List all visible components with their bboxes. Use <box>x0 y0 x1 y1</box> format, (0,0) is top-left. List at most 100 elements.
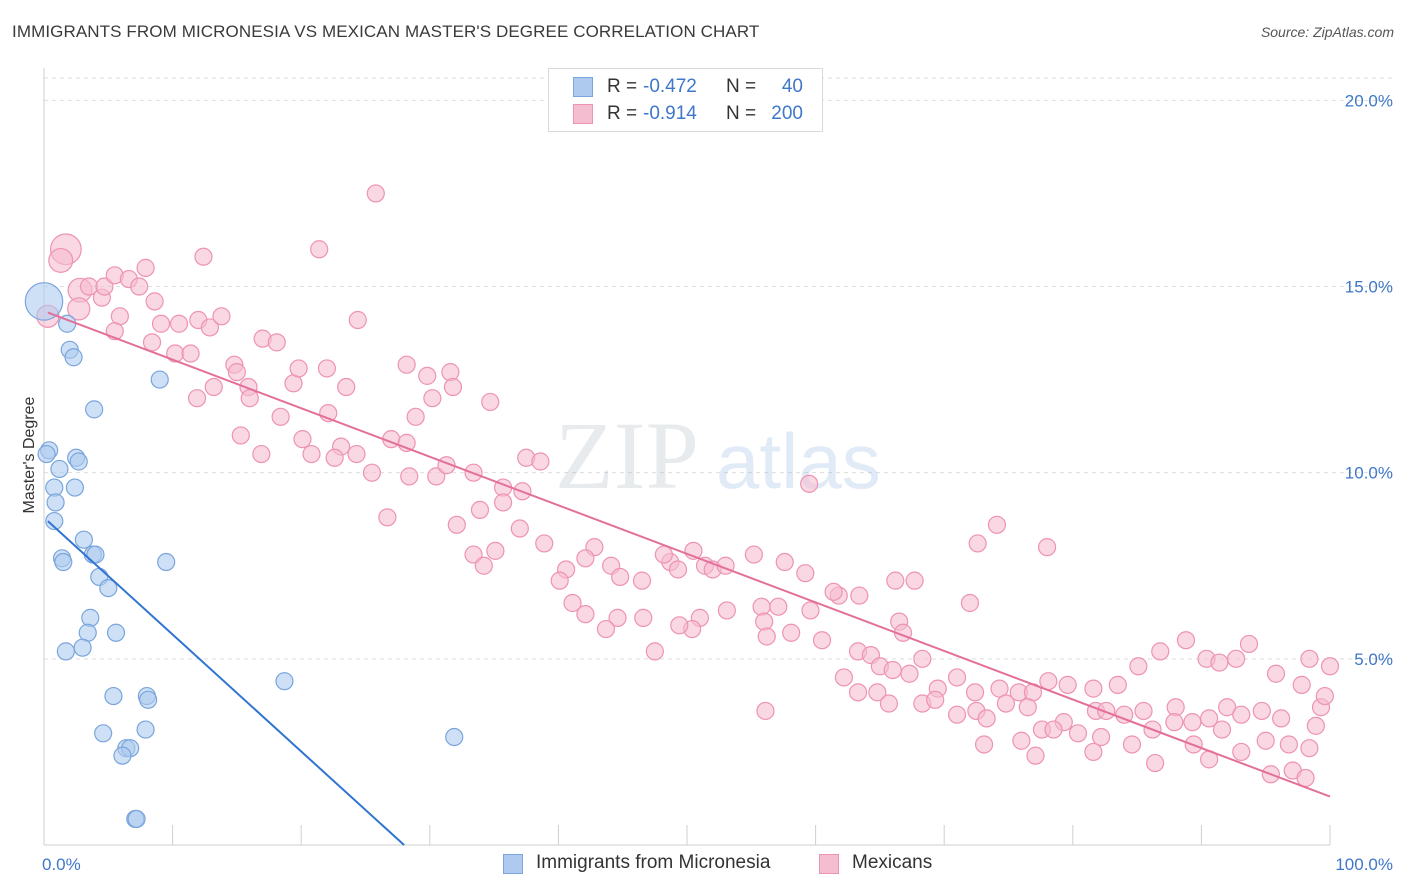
data-point <box>231 426 250 445</box>
data-point <box>240 389 259 408</box>
data-point <box>1084 679 1103 698</box>
y-axis-label: Master's Degree <box>21 396 38 513</box>
data-point <box>1151 642 1170 661</box>
data-point <box>227 363 246 382</box>
data-point <box>104 686 123 706</box>
data-point <box>608 608 627 627</box>
data-point <box>1037 538 1057 557</box>
data-point <box>464 545 483 564</box>
data-point <box>632 571 652 590</box>
data-point <box>325 448 344 467</box>
data-point <box>181 344 200 363</box>
data-point <box>868 683 887 702</box>
data-point <box>447 515 466 534</box>
data-point <box>48 247 74 273</box>
legend: R = -0.472 N = 40 R = -0.914 N = 200 <box>548 68 823 132</box>
data-point <box>563 593 582 613</box>
data-point <box>194 247 213 266</box>
data-point <box>1129 657 1148 676</box>
data-point <box>977 709 996 728</box>
data-point <box>378 508 397 527</box>
data-point <box>848 683 868 702</box>
data-point <box>94 724 113 743</box>
data-point <box>151 314 171 333</box>
data-point <box>441 363 460 382</box>
data-point <box>337 377 356 397</box>
data-point <box>150 370 169 389</box>
data-point <box>879 694 899 713</box>
micronesia-trend-line <box>47 520 405 846</box>
data-point <box>913 649 932 668</box>
data-point <box>1320 657 1340 676</box>
data-point <box>1272 709 1291 728</box>
bottom-legend-swatch-pink <box>819 854 839 874</box>
legend-swatch-blue <box>573 77 593 97</box>
x-tick-label-right: 100.0% <box>1335 855 1393 874</box>
data-point <box>1108 675 1127 694</box>
data-point <box>81 608 100 627</box>
data-point <box>717 601 736 620</box>
data-point <box>37 444 56 464</box>
data-point <box>136 258 155 277</box>
data-point <box>886 571 905 590</box>
data-point <box>418 366 437 385</box>
data-point <box>801 601 820 620</box>
mexicans-points <box>36 184 1340 788</box>
data-point <box>397 355 416 374</box>
data-point <box>824 582 843 601</box>
data-point <box>1183 713 1202 732</box>
data-point <box>947 668 967 687</box>
data-point <box>136 720 155 739</box>
data-point <box>73 638 92 657</box>
data-point <box>1300 739 1319 758</box>
y-tick-labels: 5.0% 10.0% 15.0% 20.0% <box>1345 91 1393 668</box>
data-point <box>1218 698 1237 717</box>
data-point <box>850 586 869 605</box>
legend-n-label: N = <box>726 76 757 97</box>
y-tick-label: 20.0% <box>1345 91 1393 110</box>
data-point <box>1252 701 1271 721</box>
data-point <box>348 310 367 330</box>
y-tick-label: 15.0% <box>1345 278 1393 297</box>
data-point <box>782 623 801 642</box>
data-point <box>99 578 118 598</box>
data-point <box>113 746 132 765</box>
data-point <box>1122 735 1142 754</box>
data-point <box>95 277 114 296</box>
data-point <box>1300 649 1319 668</box>
data-point <box>271 407 290 426</box>
legend-n-value: 40 <box>781 76 803 97</box>
data-point <box>1012 731 1031 750</box>
legend-row-micronesia: R = -0.472 N = 40 <box>549 74 822 100</box>
data-point <box>796 564 815 583</box>
data-point <box>974 735 994 754</box>
data-point <box>550 571 569 590</box>
data-point <box>1058 675 1077 694</box>
data-point <box>1068 724 1088 743</box>
data-point <box>1146 753 1165 773</box>
data-point <box>200 318 219 337</box>
legend-r-label: R = <box>607 76 638 97</box>
legend-n-label: N = <box>726 103 757 124</box>
data-point <box>900 664 919 683</box>
data-point <box>1176 631 1196 650</box>
data-point <box>883 660 902 680</box>
data-point <box>510 519 529 538</box>
micronesia-points <box>24 282 464 829</box>
data-point <box>366 184 385 203</box>
data-point <box>576 605 595 624</box>
data-point <box>1232 742 1251 762</box>
data-point <box>139 690 158 709</box>
data-point <box>535 534 554 553</box>
watermark-atlas: atlas <box>716 417 881 505</box>
data-point <box>1212 720 1232 739</box>
data-point <box>400 467 419 486</box>
data-point <box>1026 746 1045 765</box>
data-point <box>443 377 463 397</box>
data-point <box>756 701 775 721</box>
data-point <box>157 552 176 572</box>
data-point <box>169 314 189 333</box>
data-point <box>670 616 689 635</box>
data-point <box>145 292 164 311</box>
